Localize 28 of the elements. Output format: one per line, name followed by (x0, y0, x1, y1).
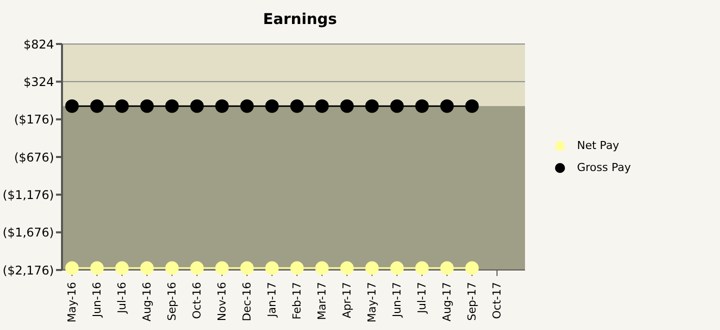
chart-title: Earnings (262, 10, 338, 28)
x-tick-label: May-16 (66, 282, 78, 323)
x-tick-label: Aug-16 (140, 282, 154, 322)
y-tick-label: $324 (23, 74, 54, 89)
x-tick-label: Jan-17 (266, 282, 278, 318)
y-tick-label: ($176) (14, 112, 54, 127)
x-tick-label: Jul-17 (416, 282, 428, 314)
x-tick-label: Aug-17 (440, 282, 454, 322)
x-tick-label: Jun-17 (390, 282, 404, 318)
x-tick-label: Jul-16 (116, 282, 128, 314)
legend-label: Gross Pay (577, 161, 631, 174)
x-tick-label: Sep-16 (166, 282, 178, 321)
x-tick-label: Nov-16 (216, 282, 228, 322)
x-tick-label: May-17 (366, 282, 378, 323)
x-tick-label: Oct-17 (490, 282, 504, 319)
x-tick-label: Dec-16 (240, 282, 254, 322)
y-tick-label: ($2,176) (2, 263, 54, 278)
y-tick-label: ($1,176) (2, 188, 54, 202)
x-tick-label: Mar-17 (316, 282, 328, 320)
legend-label: Net Pay (577, 139, 620, 152)
x-tick-label: Feb-17 (290, 282, 304, 320)
x-tick-label: Apr-17 (340, 282, 354, 318)
x-tick-label: Sep-17 (466, 282, 478, 321)
y-tick-label: $824 (23, 37, 54, 52)
y-tick-label: ($676) (14, 150, 54, 164)
y-tick-label: ($1,676) (2, 226, 54, 240)
x-tick-label: Jun-16 (90, 282, 104, 318)
x-tick-label: Oct-16 (190, 282, 204, 319)
